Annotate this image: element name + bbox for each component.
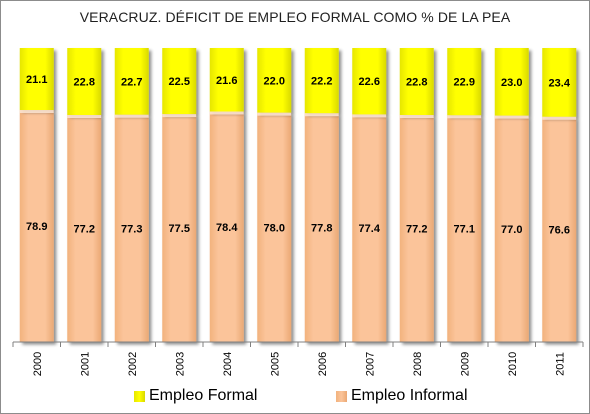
data-label-empleo-formal-2011: 23.4	[549, 77, 571, 89]
bar-empleo-formal-2003	[162, 48, 197, 115]
bar-empleo-formal-2006	[304, 48, 339, 114]
data-label-empleo-formal-2006: 22.2	[311, 76, 332, 88]
legend-label-empleo-formal: Empleo Formal	[149, 387, 258, 404]
data-label-empleo-formal-2000: 21.1	[26, 74, 47, 86]
legend-item-empleo-formal: Empleo Formal	[134, 383, 257, 409]
x-tick-label-2011: 2011	[554, 352, 566, 376]
data-label-empleo-formal-2005: 22.0	[264, 75, 285, 87]
x-tick-label-2006: 2006	[317, 352, 329, 376]
x-tick-label-2007: 2007	[364, 352, 376, 376]
bar-empleo-informal-2010	[494, 115, 529, 343]
bar-highlight-2011	[542, 116, 577, 120]
bar-highlight-2008	[399, 115, 434, 119]
bar-highlight-2003	[162, 114, 197, 118]
bar-empleo-formal-2002	[114, 48, 149, 115]
bar-empleo-informal-2004	[209, 111, 244, 342]
bar-highlight-2001	[67, 115, 102, 119]
data-label-empleo-formal-2001: 22.8	[74, 77, 95, 89]
bar-highlight-2007	[352, 114, 387, 118]
data-label-empleo-formal-2008: 22.8	[406, 77, 427, 89]
bar-empleo-formal-2000	[19, 48, 54, 111]
legend-swatch-empleo-informal	[336, 390, 347, 402]
bar-highlight-2006	[304, 113, 339, 117]
bar-highlight-2010	[494, 115, 529, 119]
bar-empleo-informal-2009	[447, 115, 482, 343]
data-label-empleo-informal-2003: 77.5	[169, 223, 190, 235]
bar-empleo-informal-2011	[542, 116, 577, 343]
bar-empleo-formal-2009	[447, 48, 482, 116]
x-tick-label-2010: 2010	[507, 352, 519, 376]
bar-highlight-2009	[447, 115, 482, 119]
bar-empleo-formal-2011	[542, 48, 577, 117]
data-label-empleo-informal-2001: 77.2	[74, 224, 95, 236]
legend: Empleo Formal Empleo Informal	[0, 383, 590, 409]
bar-empleo-informal-2005	[257, 112, 292, 343]
x-tick-label-2002: 2002	[127, 352, 139, 376]
data-label-empleo-formal-2010: 23.0	[501, 77, 522, 89]
x-tick-label-2009: 2009	[459, 352, 471, 376]
data-label-empleo-informal-2005: 78.0	[264, 222, 285, 234]
data-label-empleo-informal-2002: 77.3	[121, 223, 142, 235]
bar-group: 21.1 78.9 22.8 77.2 22.7 77.3 22.5 77.5 21.6 78.4…	[19, 48, 577, 343]
bar-empleo-informal-2003	[162, 114, 197, 343]
data-label-empleo-informal-2004: 78.4	[216, 222, 238, 234]
x-axis: 2000 2001 2002 2003 2004 2005 2006 2007 2008 2009…	[12, 341, 584, 376]
x-tick-label-2004: 2004	[222, 352, 234, 376]
x-tick-label-2003: 2003	[174, 352, 186, 376]
data-label-empleo-informal-2000: 78.9	[26, 221, 47, 233]
bar-empleo-formal-2008	[399, 48, 434, 116]
data-label-empleo-formal-2007: 22.6	[359, 76, 380, 88]
data-label-empleo-formal-2003: 22.5	[169, 76, 190, 88]
legend-item-empleo-informal: Empleo Informal	[336, 383, 468, 409]
data-label-empleo-informal-2011: 76.6	[549, 224, 570, 236]
data-label-empleo-informal-2009: 77.1	[454, 224, 475, 236]
bar-empleo-formal-2005	[257, 48, 292, 113]
x-tick-label-2000: 2000	[32, 352, 44, 376]
data-label-empleo-informal-2007: 77.4	[359, 223, 381, 235]
bar-highlight-2005	[257, 112, 292, 116]
bar-highlight-2004	[209, 111, 244, 115]
x-tick-label-2001: 2001	[79, 352, 91, 376]
data-label-empleo-formal-2004: 21.6	[216, 75, 237, 87]
legend-label-empleo-informal: Empleo Informal	[351, 387, 468, 404]
chart-title: VERACRUZ. DÉFICIT DE EMPLEO FORMAL COMO …	[79, 9, 511, 25]
legend-swatch-empleo-formal	[134, 390, 145, 402]
data-label-empleo-informal-2010: 77.0	[501, 224, 522, 236]
bar-empleo-informal-2002	[114, 114, 149, 342]
bar-empleo-formal-2010	[494, 48, 529, 116]
bar-empleo-informal-2001	[67, 115, 102, 342]
data-label-empleo-informal-2006: 77.8	[311, 223, 332, 235]
bar-highlight-2000	[19, 110, 54, 114]
bar-empleo-informal-2008	[399, 115, 434, 342]
bar-empleo-informal-2007	[352, 114, 387, 342]
bar-highlight-2002	[114, 114, 149, 118]
data-label-empleo-formal-2009: 22.9	[454, 77, 475, 89]
bar-empleo-informal-2000	[19, 110, 54, 342]
bar-empleo-formal-2007	[352, 48, 387, 115]
bar-empleo-formal-2001	[67, 48, 102, 116]
bar-empleo-informal-2006	[304, 113, 339, 342]
bar-empleo-formal-2004	[209, 48, 244, 112]
data-label-empleo-formal-2002: 22.7	[121, 76, 142, 88]
data-label-empleo-informal-2008: 77.2	[406, 224, 427, 236]
x-tick-label-2008: 2008	[412, 352, 424, 376]
x-tick-label-2005: 2005	[269, 352, 281, 376]
